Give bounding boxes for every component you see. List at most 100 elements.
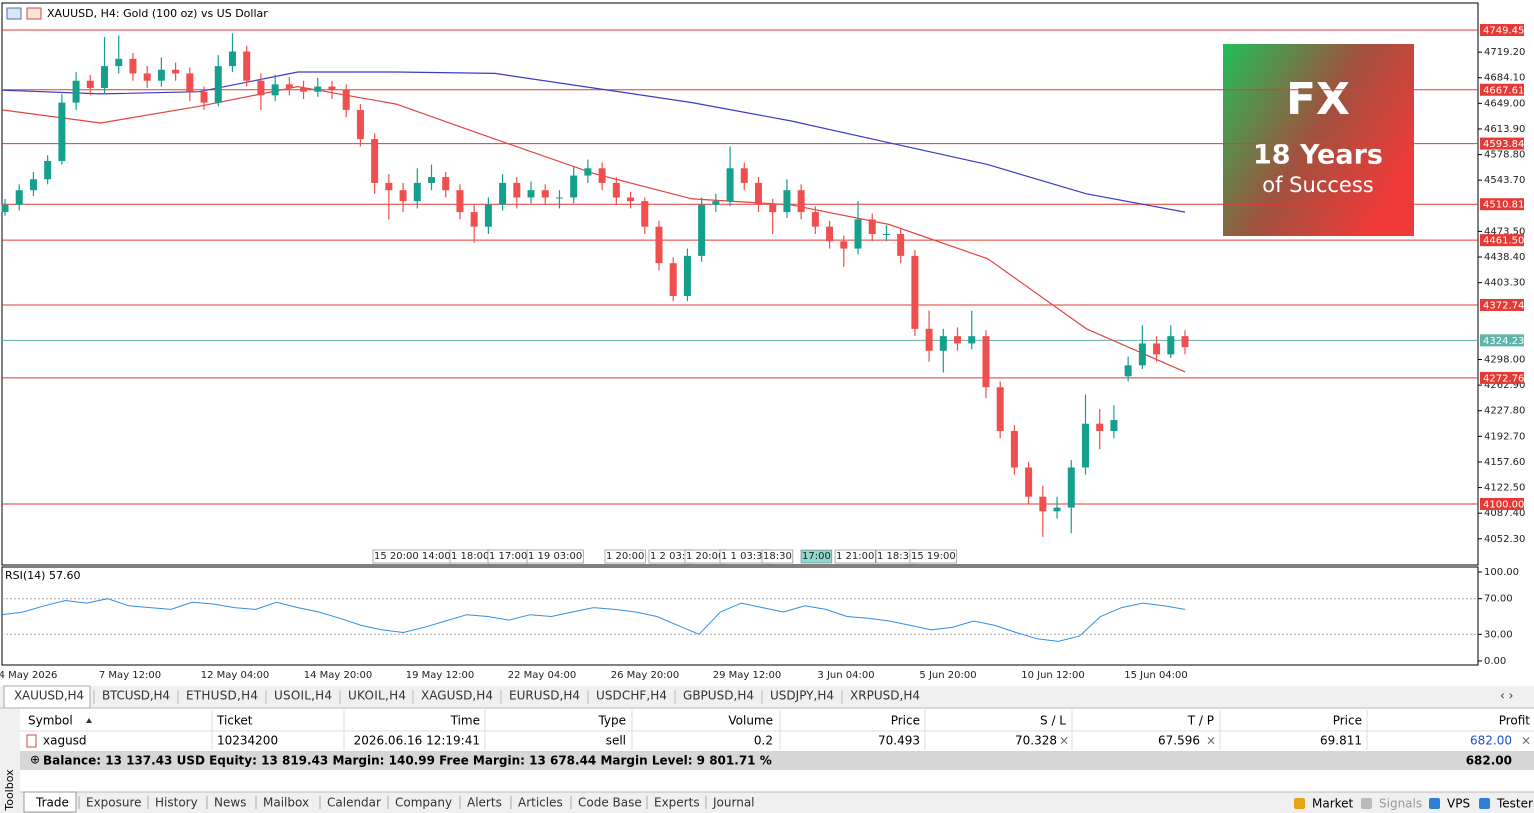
status-item[interactable]: Tester xyxy=(1496,797,1533,811)
status-item[interactable]: Market xyxy=(1312,797,1354,811)
bottom-tab-bar xyxy=(20,792,1534,813)
y-tick-label: 4087.40 xyxy=(1484,508,1525,519)
candle-body xyxy=(541,190,549,198)
candle-body xyxy=(1010,431,1018,468)
column-header[interactable]: Time xyxy=(450,714,480,728)
rsi-frame xyxy=(1,566,1479,666)
bottom-tab[interactable]: Alerts xyxy=(467,796,502,810)
bottom-tab[interactable]: Mailbox xyxy=(263,796,309,810)
bottom-tab[interactable]: News xyxy=(214,796,246,810)
candle-body xyxy=(954,336,962,344)
x-tick-label: 12 May 04:00 xyxy=(201,670,270,681)
chart-icon xyxy=(6,7,22,20)
crosshair-label: 1 18:00 xyxy=(451,551,489,562)
level-tag xyxy=(1480,83,1524,96)
candle-body xyxy=(698,204,706,256)
symbol-tab[interactable]: XAGUSD,H4 xyxy=(421,689,493,703)
candle-body xyxy=(1067,467,1075,508)
candle-body xyxy=(499,182,507,205)
y-tick-label: 4719.20 xyxy=(1484,47,1525,58)
column-header[interactable]: Ticket xyxy=(216,714,253,728)
x-tick-label: 5 Jun 20:00 xyxy=(919,670,976,681)
bottom-tab[interactable]: History xyxy=(155,796,198,810)
symbol-tab[interactable]: EURUSD,H4 xyxy=(509,689,580,703)
candle-body xyxy=(627,197,635,202)
level-label: 4749.45 xyxy=(1483,26,1524,37)
toolbox-label: Toolbox xyxy=(3,769,16,812)
cell: 70.328 xyxy=(1015,734,1057,748)
cell: sell xyxy=(606,734,626,748)
chart-frame xyxy=(1,2,1479,566)
symbol-tab[interactable]: BTCUSD,H4 xyxy=(102,689,170,703)
badge-line: of Success xyxy=(1262,173,1373,197)
sort-arrow xyxy=(86,718,92,723)
candle-body xyxy=(228,51,236,67)
candle-body xyxy=(385,182,393,191)
symbol-tab[interactable]: XAUUSD,H4 xyxy=(14,689,84,703)
crosshair-label: 18:30 xyxy=(763,551,792,562)
symbol-tab[interactable]: ETHUSD,H4 xyxy=(186,689,258,703)
candle-body xyxy=(342,89,350,110)
column-header[interactable]: Price xyxy=(891,714,920,728)
rsi-tick-label: 70.00 xyxy=(1484,594,1513,605)
symbol-tab[interactable]: UKOIL,H4 xyxy=(348,689,406,703)
candle-body xyxy=(271,84,279,96)
bottom-tab[interactable]: Experts xyxy=(654,796,700,810)
y-tick-label: 4192.70 xyxy=(1484,431,1525,442)
candle-body xyxy=(882,233,890,235)
rsi-line xyxy=(1,598,1186,642)
crosshair-label: 1 2 03:0 xyxy=(650,551,692,562)
status-item[interactable]: Signals xyxy=(1379,797,1422,811)
table-header xyxy=(20,709,1534,731)
candle-body xyxy=(840,241,848,249)
cell: xagusd xyxy=(43,734,87,748)
cell: 0.2 xyxy=(754,734,773,748)
y-tick-label: 4438.40 xyxy=(1484,252,1525,263)
candle-body xyxy=(555,197,563,199)
candle-body xyxy=(470,212,478,227)
bottom-tab[interactable]: Journal xyxy=(712,796,755,810)
candle-body xyxy=(854,219,862,249)
crosshair-label: 1 19 03:00 xyxy=(528,551,582,562)
symbol-tab[interactable]: USDCHF,H4 xyxy=(596,689,667,703)
column-header[interactable]: S / L xyxy=(1040,714,1066,728)
bottom-tab[interactable]: Code Base xyxy=(578,796,642,810)
bottom-tab-active[interactable] xyxy=(23,791,77,813)
column-header[interactable]: Profit xyxy=(1499,714,1531,728)
candle-body xyxy=(740,168,748,183)
remove-icon[interactable]: × xyxy=(1059,734,1069,748)
crosshair-label-box xyxy=(800,549,833,564)
row-icon xyxy=(26,734,37,748)
cell: 2026.06.16 12:19:41 xyxy=(354,734,480,748)
candle-body xyxy=(598,168,606,183)
column-header[interactable]: Symbol xyxy=(28,714,73,728)
y-tick-label: 4578.80 xyxy=(1484,150,1525,161)
candle-body xyxy=(44,160,52,180)
bottom-tab[interactable]: Calendar xyxy=(327,796,381,810)
symbol-tab[interactable]: USDJPY,H4 xyxy=(770,689,834,703)
crosshair-label-box xyxy=(604,549,646,564)
symbol-tab[interactable]: GBPUSD,H4 xyxy=(683,689,754,703)
scroll-arrows[interactable]: ‹ › xyxy=(1500,689,1513,703)
level-label: 4461.50 xyxy=(1483,236,1524,247)
candle-body xyxy=(996,387,1004,432)
candle-body xyxy=(15,190,23,205)
remove-icon[interactable]: × xyxy=(1521,734,1531,748)
column-header[interactable]: Type xyxy=(597,714,626,728)
symbol-tab[interactable]: USOIL,H4 xyxy=(274,689,332,703)
bottom-tab[interactable]: Company xyxy=(395,796,452,810)
symbol-tab-active[interactable] xyxy=(3,685,91,709)
badge-line: 18 Years xyxy=(1253,140,1383,171)
moving-average xyxy=(1,85,1186,373)
rsi-tick-label: 100.00 xyxy=(1484,567,1519,578)
bottom-tab[interactable]: Trade xyxy=(35,796,69,810)
symbol-tab[interactable]: XRPUSD,H4 xyxy=(850,689,920,703)
bottom-tab[interactable]: Exposure xyxy=(86,796,142,810)
column-header[interactable]: T / P xyxy=(1187,714,1214,728)
column-header[interactable]: Price xyxy=(1333,714,1362,728)
column-header[interactable]: Volume xyxy=(728,714,773,728)
status-item[interactable]: VPS xyxy=(1447,797,1470,811)
bottom-tab[interactable]: Articles xyxy=(518,796,563,810)
expand-icon[interactable]: ⊕ xyxy=(30,753,40,767)
remove-icon[interactable]: × xyxy=(1206,734,1216,748)
